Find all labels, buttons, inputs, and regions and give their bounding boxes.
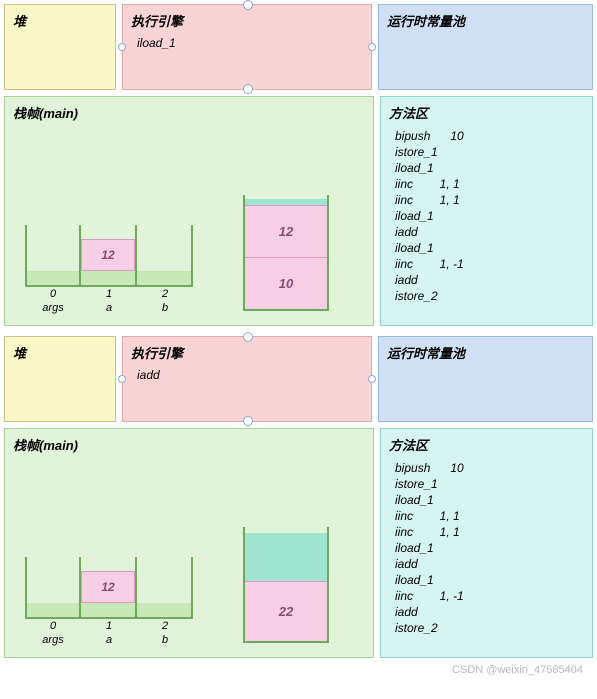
lvt-index: 0 (25, 619, 81, 633)
lvt-index: 2 (137, 287, 193, 301)
operand-stack: 12 10 (243, 195, 329, 311)
lvt-name: b (137, 633, 193, 647)
frame-box: 栈帧(main) 0 args 12 1 a 2 b (4, 96, 374, 326)
operand-stack: 22 (243, 527, 329, 643)
method-title: 方法区 (381, 429, 592, 456)
instruction-row: istore_2 (395, 288, 582, 304)
top-row: 堆 执行引擎iload_1 运行时常量池 (4, 4, 593, 90)
rcp-title: 运行时常量池 (379, 5, 592, 32)
lvt-index: 0 (25, 287, 81, 301)
lvt-value-cell: 12 (81, 571, 135, 603)
instruction-row: bipush 10 (395, 460, 582, 476)
rcp-box: 运行时常量池 (378, 336, 593, 422)
heap-title: 堆 (5, 337, 115, 364)
engine-box: 执行引擎iadd (122, 336, 372, 422)
instruction-row: iadd (395, 224, 582, 240)
lvt-name: args (25, 633, 81, 647)
lvt-slot-0: 0 args (25, 225, 81, 315)
stack-cell (245, 533, 327, 581)
instruction-row: iload_1 (395, 208, 582, 224)
instruction-row: iinc 1, 1 (395, 176, 582, 192)
engine-instruction: iadd (123, 364, 371, 388)
frame-title: 栈帧(main) (5, 429, 373, 456)
heap-box: 堆 (4, 4, 116, 90)
lvt-slot-0: 0 args (25, 557, 81, 647)
lvt-slot-1: 12 1 a (81, 557, 137, 647)
local-var-table: 0 args 12 1 a 2 b (25, 225, 193, 315)
lvt-name: args (25, 301, 81, 315)
heap-box: 堆 (4, 336, 116, 422)
lvt-value: 12 (82, 248, 134, 262)
heap-title: 堆 (5, 5, 115, 32)
instruction-row: bipush 10 (395, 128, 582, 144)
lvt-slot-2: 2 b (137, 557, 193, 647)
instruction-row: iinc 1, 1 (395, 192, 582, 208)
lvt-name: a (81, 633, 137, 647)
frame-title: 栈帧(main) (5, 97, 373, 124)
instruction-row: istore_1 (395, 144, 582, 160)
instruction-row: iload_1 (395, 540, 582, 556)
method-box: 方法区bipush 10istore_1iload_1iinc 1, 1iinc… (380, 96, 593, 326)
snapshot-1: 堆 执行引擎iadd 运行时常量池 栈帧(main) 0 args 12 1 a (4, 336, 593, 658)
bottom-row: 栈帧(main) 0 args 12 1 a 2 b (4, 96, 593, 326)
instruction-row: iload_1 (395, 160, 582, 176)
lvt-value-cell: 12 (81, 239, 135, 271)
lvt-name: a (81, 301, 137, 315)
stack-cell: 22 (245, 581, 327, 641)
method-box: 方法区bipush 10istore_1iload_1iinc 1, 1iinc… (380, 428, 593, 658)
engine-instruction: iload_1 (123, 32, 371, 56)
instruction-row: iadd (395, 604, 582, 620)
bottom-row: 栈帧(main) 0 args 12 1 a 2 b (4, 428, 593, 658)
lvt-slot-2: 2 b (137, 225, 193, 315)
lvt-index: 2 (137, 619, 193, 633)
instruction-row: iinc 1, 1 (395, 508, 582, 524)
instruction-row: iadd (395, 556, 582, 572)
lvt-slot-1: 12 1 a (81, 225, 137, 315)
top-row: 堆 执行引擎iadd 运行时常量池 (4, 336, 593, 422)
stack-cell: 10 (245, 257, 327, 309)
stack-cell: 12 (245, 205, 327, 257)
engine-box: 执行引擎iload_1 (122, 4, 372, 90)
rcp-title: 运行时常量池 (379, 337, 592, 364)
engine-title: 执行引擎 (123, 337, 371, 364)
watermark-text: CSDN @weixin_47585404 (4, 664, 593, 676)
local-var-table: 0 args 12 1 a 2 b (25, 557, 193, 647)
snapshot-0: 堆 执行引擎iload_1 运行时常量池 栈帧(main) 0 args 12 … (4, 4, 593, 326)
method-instructions: bipush 10istore_1iload_1iinc 1, 1iinc 1,… (381, 456, 592, 642)
instruction-row: iload_1 (395, 240, 582, 256)
lvt-index: 1 (81, 619, 137, 633)
instruction-row: iinc 1, 1 (395, 524, 582, 540)
frame-box: 栈帧(main) 0 args 12 1 a 2 b (4, 428, 374, 658)
instruction-row: iinc 1, -1 (395, 588, 582, 604)
method-title: 方法区 (381, 97, 592, 124)
lvt-name: b (137, 301, 193, 315)
instruction-row: iadd (395, 272, 582, 288)
lvt-index: 1 (81, 287, 137, 301)
method-instructions: bipush 10istore_1iload_1iinc 1, 1iinc 1,… (381, 124, 592, 310)
instruction-row: iinc 1, -1 (395, 256, 582, 272)
instruction-row: istore_2 (395, 620, 582, 636)
engine-title: 执行引擎 (123, 5, 371, 32)
instruction-row: iload_1 (395, 572, 582, 588)
instruction-row: iload_1 (395, 492, 582, 508)
lvt-value: 12 (82, 580, 134, 594)
rcp-box: 运行时常量池 (378, 4, 593, 90)
instruction-row: istore_1 (395, 476, 582, 492)
